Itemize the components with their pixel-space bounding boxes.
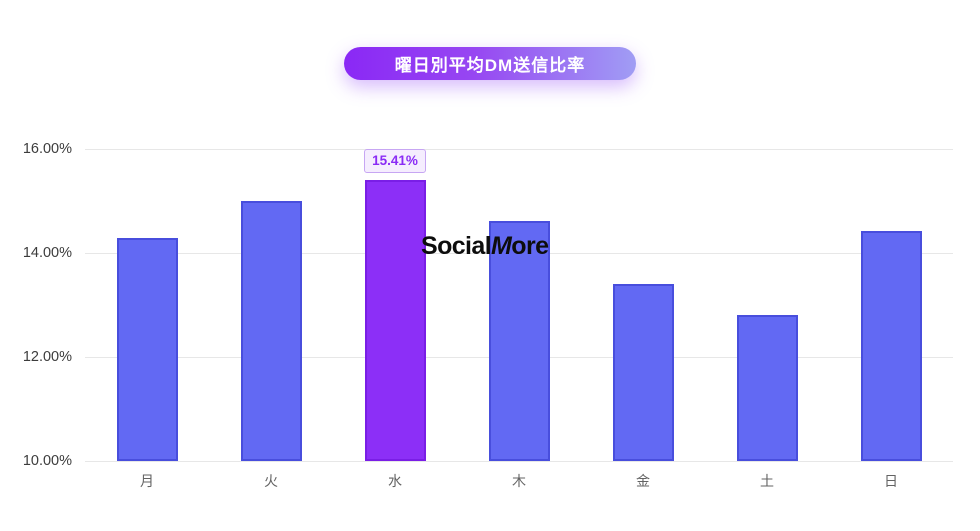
gridline	[85, 149, 953, 150]
bar-木[interactable]	[488, 220, 550, 461]
y-axis-tick-label: 12.00%	[22, 349, 72, 365]
highlighted-value-tooltip: 15.41%	[364, 148, 426, 173]
logo-text-part1: Social	[421, 232, 492, 260]
bar-火[interactable]	[240, 201, 302, 461]
x-axis-tick-label-月: 月	[140, 473, 154, 489]
bar-月[interactable]	[116, 238, 178, 461]
x-axis-tick-label-火: 火	[264, 473, 278, 489]
x-axis-tick-label-金: 金	[636, 473, 650, 489]
x-axis-tick-label-水: 水	[388, 473, 402, 489]
socialmore-logo: SocialMore	[421, 232, 549, 261]
bar-土[interactable]	[736, 314, 798, 461]
gridline	[85, 461, 953, 462]
y-axis-tick-label: 10.00%	[22, 453, 72, 469]
logo-text-part3: ore	[511, 232, 549, 260]
y-axis-tick-label: 14.00%	[22, 245, 72, 261]
x-axis-tick-label-木: 木	[512, 473, 526, 489]
logo-text-part2: M	[491, 232, 512, 260]
bar-金[interactable]	[612, 284, 674, 461]
y-axis-tick-label: 16.00%	[22, 141, 72, 157]
chart-title-badge: 曜日別平均DM送信比率	[344, 47, 636, 80]
bar-日[interactable]	[860, 230, 922, 461]
bar-水[interactable]	[364, 179, 426, 461]
x-axis-tick-label-土: 土	[760, 473, 774, 489]
x-axis-tick-label-日: 日	[884, 473, 898, 489]
